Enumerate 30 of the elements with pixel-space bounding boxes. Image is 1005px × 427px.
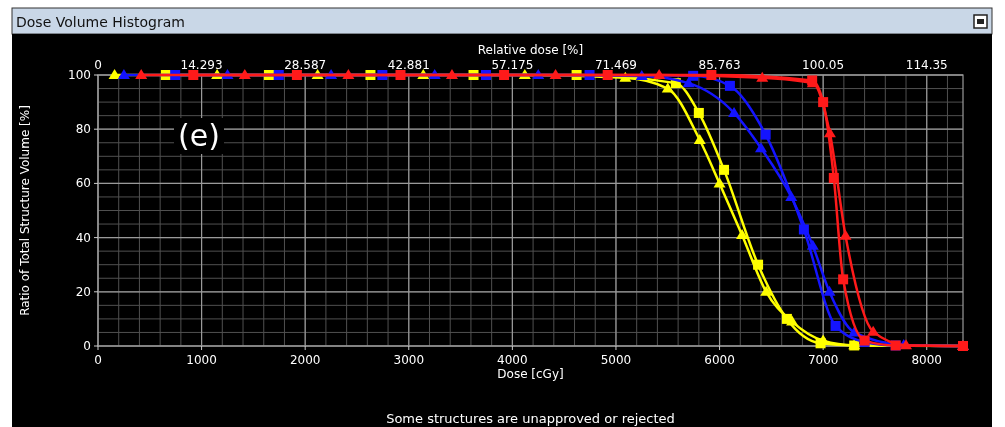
x2-tick-label: 100.05 xyxy=(802,58,845,72)
x-tick-label: 8000 xyxy=(911,353,943,367)
x2-tick-label: 0 xyxy=(94,58,102,72)
x-axis-title: Dose [cGy] xyxy=(497,367,564,381)
x-tick-label: 6000 xyxy=(704,353,735,367)
x-tick-label: 5000 xyxy=(600,353,632,367)
y-tick-label: 0 xyxy=(83,339,91,353)
y-tick-label: 80 xyxy=(75,122,91,137)
x2-tick-label: 114.35 xyxy=(905,58,948,72)
y-tick-label: 100 xyxy=(68,68,91,82)
y-tick-label: 40 xyxy=(75,230,91,245)
x2-tick-label: 85.763 xyxy=(698,58,741,72)
y-axis-title: Ratio of Total Structure Volume [%] xyxy=(18,105,32,316)
x2-axis-title: Relative dose [%] xyxy=(477,43,584,57)
x2-tick-label: 57.175 xyxy=(491,58,534,72)
x-tick-label: 2000 xyxy=(289,353,321,367)
annotation: (e) xyxy=(178,118,220,153)
x-tick-label: 0 xyxy=(94,353,102,367)
x-tick-label: 7000 xyxy=(807,353,839,367)
x2-tick-label: 71.469 xyxy=(594,58,637,72)
x-tick-label: 4000 xyxy=(497,353,528,367)
x2-tick-label: 42.881 xyxy=(387,58,430,72)
x2-tick-label: 28.587 xyxy=(284,58,327,72)
x2-tick-label: 14.293 xyxy=(180,58,223,72)
y-tick-label: 60 xyxy=(75,176,91,191)
x-tick-label: 3000 xyxy=(393,353,425,367)
chart-title: Dose Volume Histogram xyxy=(16,14,185,30)
x-tick-label: 1000 xyxy=(186,353,217,367)
y-tick-label: 20 xyxy=(75,284,91,299)
text: Some structures are unapproved or rejected xyxy=(386,411,675,426)
